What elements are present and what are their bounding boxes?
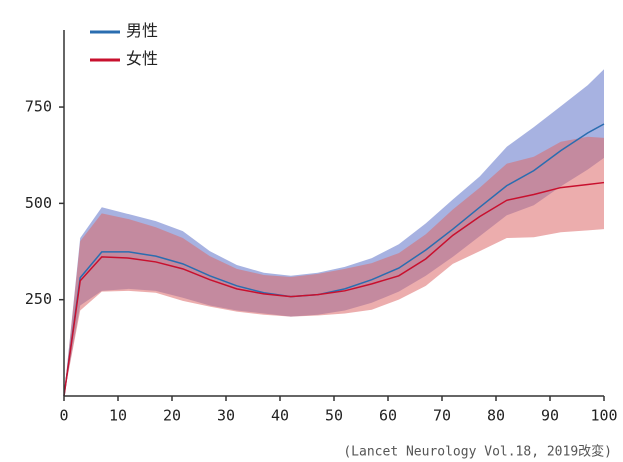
y-tick-label: 750 [25, 98, 52, 116]
x-tick-label: 70 [433, 407, 451, 425]
x-tick-label: 0 [59, 407, 68, 425]
x-tick-label: 30 [217, 407, 235, 425]
x-tick-label: 40 [271, 407, 289, 425]
legend-label: 女性 [126, 49, 158, 68]
legend-label: 男性 [126, 22, 158, 40]
y-tick-label: 250 [25, 290, 52, 308]
x-tick-label: 90 [541, 407, 559, 425]
line [63, 123, 605, 397]
x-tick-label: 20 [163, 407, 181, 425]
x-tick-label: 50 [325, 407, 343, 425]
caption: (Lancet Neurology Vol.18, 2019改変) [343, 444, 612, 460]
x-tick-label: 80 [487, 407, 505, 425]
line [63, 181, 605, 397]
confidence-band [64, 136, 604, 396]
x-tick-label: 60 [379, 407, 397, 425]
x-tick-label: 100 [590, 407, 617, 425]
x-tick-label: 10 [109, 407, 127, 425]
y-tick-label: 500 [25, 194, 52, 212]
confidence-band [64, 69, 604, 396]
